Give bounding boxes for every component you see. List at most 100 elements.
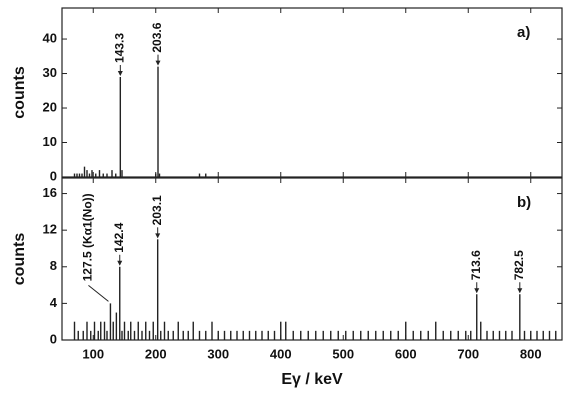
spectrum-bin [248,330,251,340]
spectrum-bin [93,321,96,340]
spectrum-bin [121,330,123,340]
spectrum-bin [198,173,201,177]
spectrum-bin [158,173,161,177]
spectrum-bin [267,330,269,340]
spectrum-bin [476,294,478,340]
y-tick-label: 20 [43,99,57,114]
spectrum-bin [542,330,544,340]
spectrum-bin [397,330,399,340]
spectrum-bin [119,76,122,177]
x-tick-label: 800 [520,346,542,361]
annotation-arrowhead [517,288,523,294]
spectrum-bin [198,330,201,340]
spectrum-bin [112,321,114,340]
spectrum-bin [177,321,179,340]
annotation-arrowhead [117,260,123,266]
x-tick-label: 100 [82,346,104,361]
spectrum-bin [83,166,86,177]
spectrum-bin [255,330,257,340]
spectrum-bin [133,330,136,340]
spectrum-bin [109,303,112,340]
x-tick-label: 200 [145,346,167,361]
spectrum-bin [97,330,99,340]
spectrum-bin [115,173,117,177]
spectrum-bin [192,321,194,340]
annotation-arrowhead [155,233,161,239]
spectrum-bin [315,330,317,340]
annotation-arrowhead [474,288,480,294]
plot-frame [61,177,563,341]
spectrum-bin [123,321,126,340]
spectrum-bin [106,173,108,177]
spectrum-bin [230,330,232,340]
spectrum-bin [86,321,88,340]
spectrum-bin [492,330,494,340]
spectrum-bin [187,330,189,340]
annotation: 143.3 [112,33,126,63]
spectrum-bin [152,321,154,340]
panel-label: b) [517,194,531,211]
spectrum-bin [148,330,151,340]
spectrum-bin [457,330,459,340]
spectrum-bin [111,170,113,177]
spectrum-bin [236,330,238,340]
spectrum-bin [375,330,377,340]
spectrum-bin [91,170,93,177]
spectrum-bin [322,330,324,340]
spectrum-bin [223,330,226,340]
spectrum-bin [470,330,472,340]
spectrum-bin [100,321,102,340]
spectrum-bin [73,173,76,177]
spectrum-bin [102,173,104,177]
spectrum-bin [115,312,118,340]
spectrum-bin [337,330,339,340]
spectrum-bin [130,321,132,340]
spectrum-bin [360,330,362,340]
spectrum-bin [465,330,467,340]
x-tick-label: 700 [457,346,479,361]
x-axis-label: Eγ / keV [281,371,343,388]
spectrum-bin [76,173,78,177]
spectrum-bin [156,239,159,340]
spectrum-bin [78,173,81,177]
spectrum-bin [405,321,407,340]
spectrum-bin [81,173,83,177]
spectrum-bin [90,330,92,340]
spectrum-bin [160,330,162,340]
y-tick-label: 10 [43,134,57,149]
spectrum-bin [119,266,121,340]
spectrum-bin [412,330,414,340]
spectrum-bin [261,330,263,340]
annotation: 127.5 (Kα1(No)) [81,193,95,281]
spectrum-bin [442,330,444,340]
annotation: 713.6 [469,250,483,280]
spectrum-bin [300,330,302,340]
y-tick-label: 0 [50,331,57,346]
y-axis-label: counts [11,66,28,119]
spectrum-bin [145,321,147,340]
x-tick-label: 300 [207,346,229,361]
spectrum-bin [137,321,139,340]
spectrum-bin [427,330,429,340]
spectrum-bin [157,66,159,177]
spectrum-bin [511,330,513,340]
annotation: 203.1 [150,195,164,225]
spectrum-bin [548,330,551,340]
x-tick-label: 500 [332,346,354,361]
spectrum-bin [498,330,501,340]
spectrum-bin [86,170,88,177]
spectrum-bin [273,330,276,340]
spectrum-bin [285,321,287,340]
spectrum-bin [77,330,79,340]
annotation-arrowhead [117,70,123,76]
panel-label: a) [517,24,530,41]
x-tick-label: 400 [270,346,292,361]
spectrum-bin [205,173,207,177]
spectrum-bin [127,330,129,340]
y-tick-label: 12 [43,222,57,237]
spectrum-bin [242,330,244,340]
annotation: 782.5 [512,250,526,280]
spectrum-bin [345,330,347,340]
spectrum-bin [205,330,207,340]
